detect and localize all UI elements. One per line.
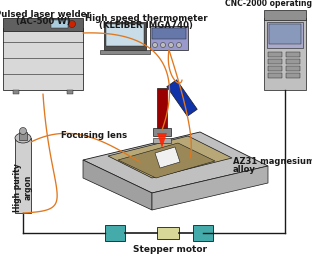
FancyBboxPatch shape <box>286 66 300 71</box>
FancyBboxPatch shape <box>15 138 31 213</box>
Circle shape <box>168 42 173 47</box>
Polygon shape <box>167 80 197 116</box>
FancyBboxPatch shape <box>152 28 186 39</box>
FancyBboxPatch shape <box>67 90 73 94</box>
Ellipse shape <box>15 133 31 143</box>
Polygon shape <box>83 160 152 210</box>
FancyBboxPatch shape <box>19 132 27 140</box>
Polygon shape <box>157 88 167 133</box>
Text: alloy: alloy <box>233 166 256 175</box>
FancyBboxPatch shape <box>106 24 144 46</box>
FancyBboxPatch shape <box>157 227 179 239</box>
FancyBboxPatch shape <box>105 225 125 241</box>
FancyBboxPatch shape <box>269 24 301 44</box>
FancyBboxPatch shape <box>3 28 83 90</box>
Text: CNC-2000 operating system: CNC-2000 operating system <box>225 0 312 8</box>
FancyBboxPatch shape <box>13 90 19 94</box>
Text: Pulsed laser welder: Pulsed laser welder <box>0 10 91 19</box>
Circle shape <box>69 20 76 27</box>
Polygon shape <box>108 136 232 178</box>
FancyBboxPatch shape <box>153 128 171 136</box>
FancyBboxPatch shape <box>268 66 282 71</box>
FancyBboxPatch shape <box>268 59 282 64</box>
FancyBboxPatch shape <box>193 225 213 241</box>
FancyBboxPatch shape <box>153 138 171 143</box>
Polygon shape <box>157 133 167 148</box>
FancyBboxPatch shape <box>267 22 303 48</box>
Text: AZ31 magnesium: AZ31 magnesium <box>233 157 312 167</box>
Polygon shape <box>118 143 215 178</box>
Text: Focusing lens: Focusing lens <box>61 132 127 140</box>
Circle shape <box>153 42 158 47</box>
FancyBboxPatch shape <box>3 18 83 31</box>
FancyBboxPatch shape <box>264 18 306 90</box>
FancyBboxPatch shape <box>264 10 306 20</box>
Circle shape <box>160 42 165 47</box>
FancyBboxPatch shape <box>268 73 282 78</box>
FancyBboxPatch shape <box>268 52 282 57</box>
Text: High purity
argon: High purity argon <box>13 163 33 212</box>
FancyBboxPatch shape <box>51 20 68 28</box>
FancyBboxPatch shape <box>286 73 300 78</box>
Polygon shape <box>152 166 268 210</box>
FancyBboxPatch shape <box>104 22 146 50</box>
Polygon shape <box>83 132 268 193</box>
Circle shape <box>19 127 27 134</box>
Text: (AC-500 W): (AC-500 W) <box>16 17 70 26</box>
FancyBboxPatch shape <box>286 59 300 64</box>
Text: High speed thermometer: High speed thermometer <box>85 14 207 23</box>
FancyBboxPatch shape <box>100 50 150 54</box>
Circle shape <box>177 42 182 47</box>
FancyBboxPatch shape <box>286 52 300 57</box>
Text: Stepper motor: Stepper motor <box>133 245 207 254</box>
Polygon shape <box>155 147 180 168</box>
FancyBboxPatch shape <box>150 26 188 50</box>
Text: (KLEIBER IMGA740): (KLEIBER IMGA740) <box>99 21 193 30</box>
